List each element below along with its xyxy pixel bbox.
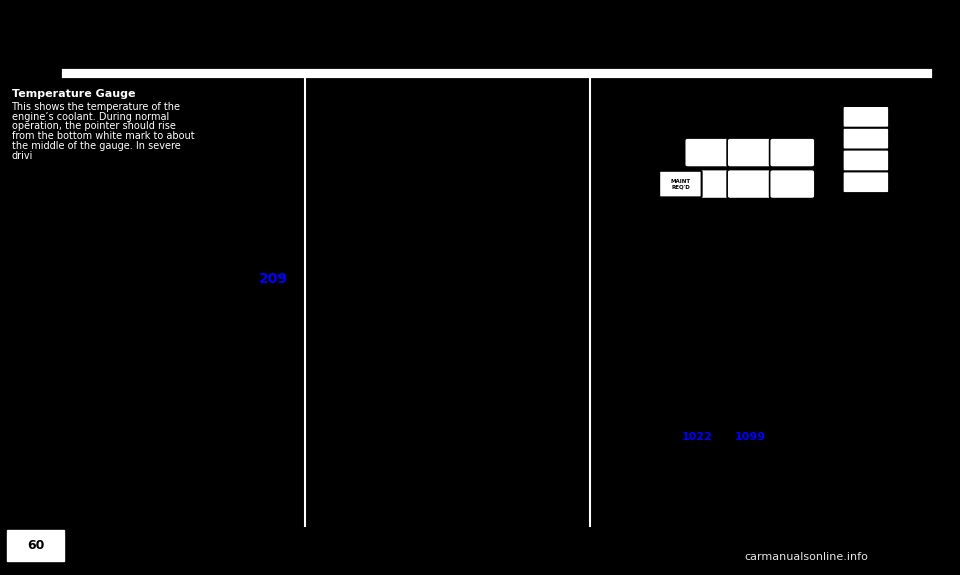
FancyBboxPatch shape (727, 170, 773, 198)
Text: engine’s coolant. During normal: engine’s coolant. During normal (12, 112, 169, 121)
Text: 1: 1 (638, 97, 667, 139)
Text: Temperature Gauge: Temperature Gauge (12, 89, 135, 99)
FancyBboxPatch shape (843, 106, 889, 128)
Text: 209: 209 (259, 272, 288, 286)
Text: 60: 60 (27, 539, 44, 551)
FancyBboxPatch shape (684, 170, 730, 198)
Text: 1099: 1099 (735, 432, 766, 442)
FancyBboxPatch shape (843, 172, 889, 193)
FancyBboxPatch shape (684, 138, 730, 167)
FancyBboxPatch shape (7, 530, 64, 561)
FancyBboxPatch shape (770, 138, 815, 167)
Bar (60, 67, 933, 79)
Text: the middle of the gauge. In severe: the middle of the gauge. In severe (12, 141, 180, 151)
Text: -0: -0 (618, 126, 649, 155)
FancyBboxPatch shape (727, 138, 773, 167)
Text: MAINT
REQ'D: MAINT REQ'D (670, 179, 690, 190)
FancyBboxPatch shape (843, 150, 889, 171)
Text: carmanualsonline.info: carmanualsonline.info (744, 551, 869, 562)
Text: 1022: 1022 (682, 432, 712, 442)
Text: drivi: drivi (12, 151, 33, 160)
FancyBboxPatch shape (843, 128, 889, 149)
Text: operation, the pointer should rise: operation, the pointer should rise (12, 121, 176, 131)
Text: from the bottom white mark to about: from the bottom white mark to about (12, 131, 194, 141)
Text: This shows the temperature of the: This shows the temperature of the (12, 102, 180, 112)
FancyBboxPatch shape (770, 170, 815, 198)
FancyBboxPatch shape (660, 171, 702, 197)
